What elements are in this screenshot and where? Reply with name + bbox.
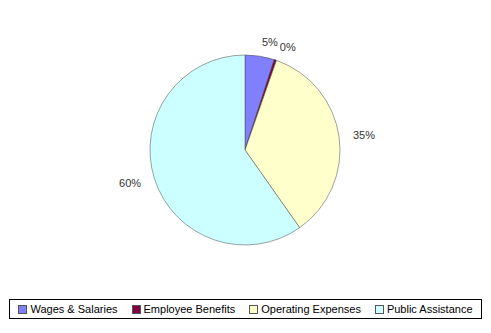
- svg-text:60%: 60%: [119, 177, 141, 189]
- html-text:Wages & Salaries: Wages & Salaries: [30, 303, 118, 315]
- html-text:Public Assistance: Public Assistance: [386, 303, 473, 315]
- svg-text:0%: 0%: [280, 41, 296, 53]
- svg-text:5%: 5%: [262, 36, 278, 48]
- svg-text:35%: 35%: [353, 129, 375, 141]
- html-text:Employee Benefits: Employee Benefits: [143, 303, 236, 315]
- html-text:Operating Expenses: Operating Expenses: [261, 303, 361, 315]
